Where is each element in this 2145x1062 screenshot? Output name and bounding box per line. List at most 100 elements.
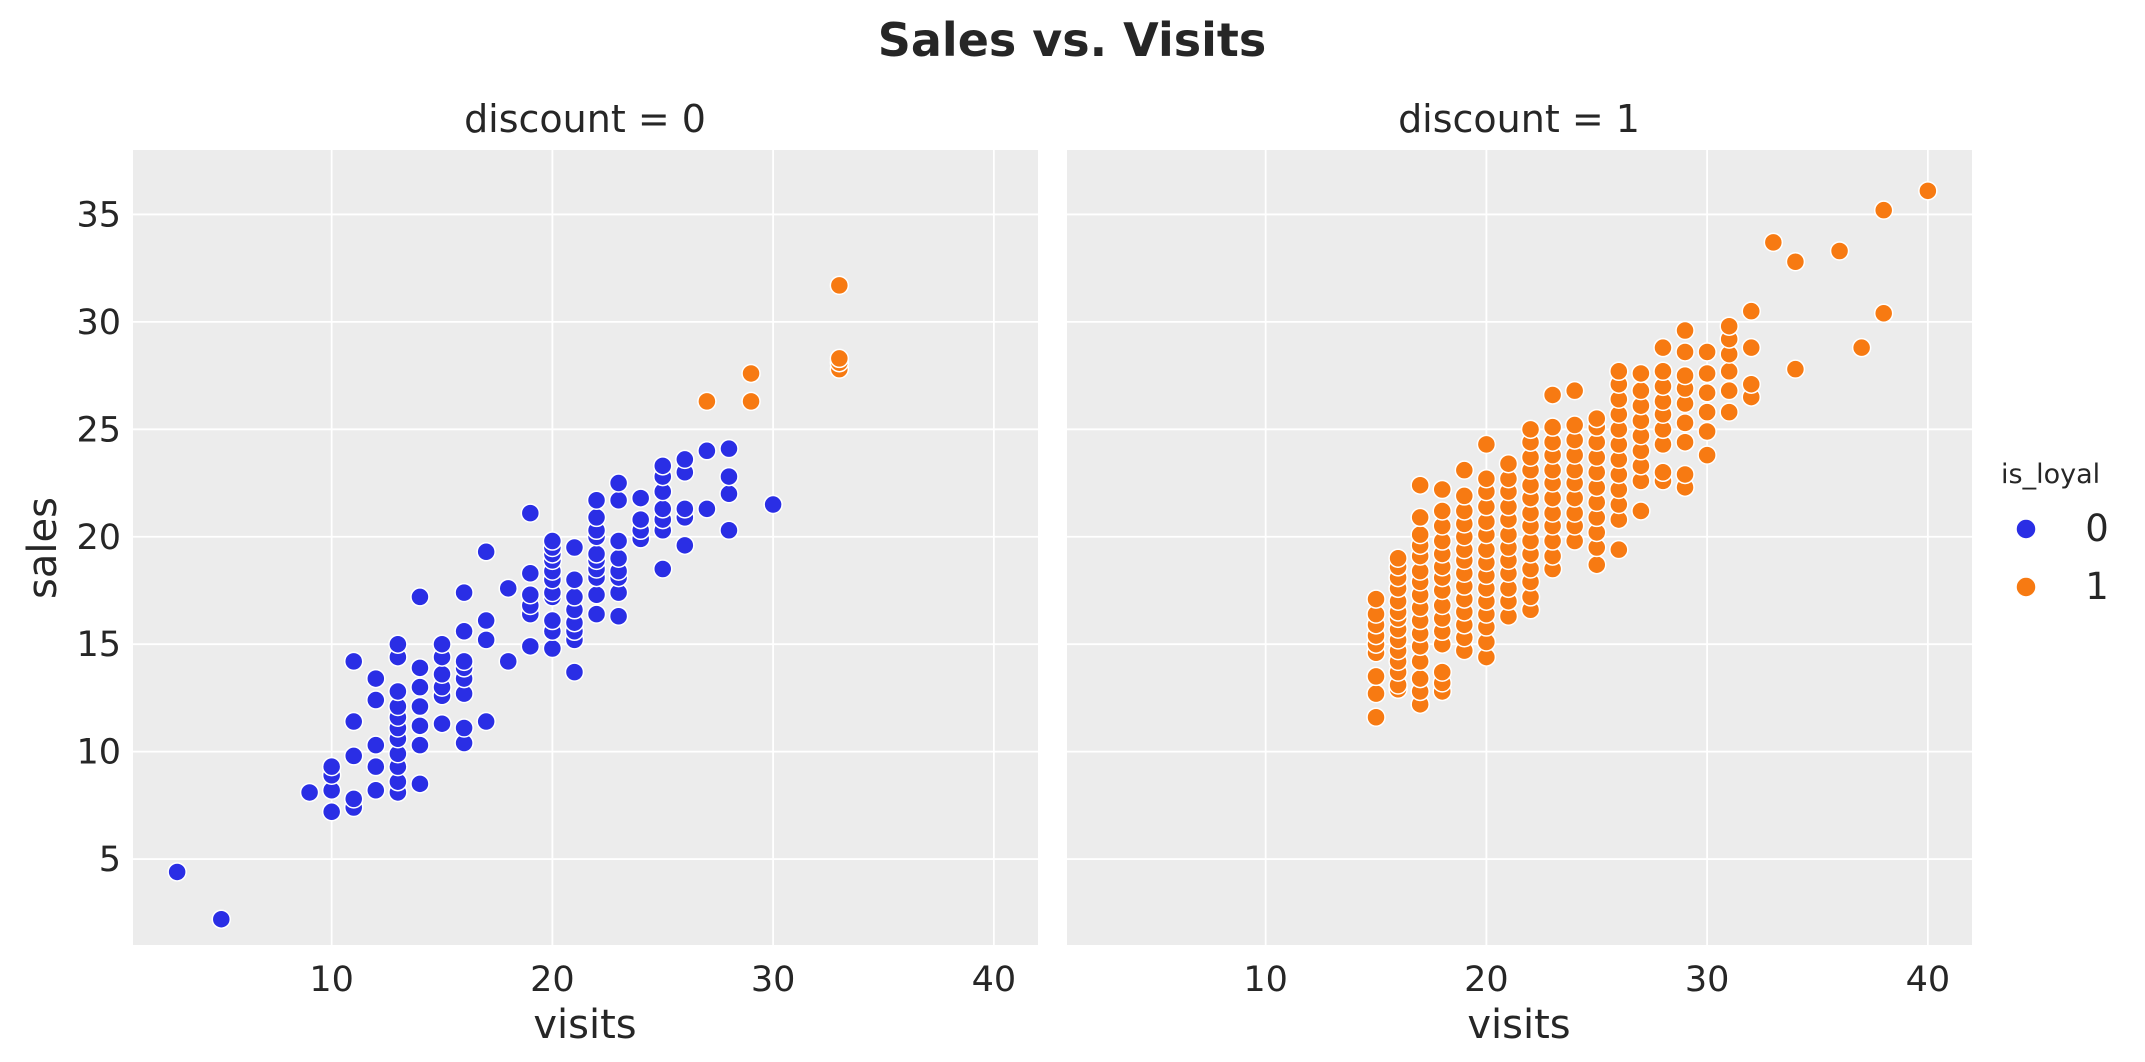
scatter-point [454,718,474,738]
scatter-point [1873,303,1894,324]
scatter-point [454,651,474,672]
scatter-point [410,774,430,794]
scatter-point [1918,181,1938,201]
scatter-point [498,578,518,599]
scatter-point [1741,337,1762,358]
panel-0-plot-area [133,150,1038,945]
scatter-point [1631,501,1651,521]
panel-0-y-ticks: 5 10 15 20 25 30 35 [76,195,121,880]
scatter-point [1587,554,1607,575]
y-tick-label: 35 [76,195,121,235]
scatter-point [1388,548,1408,568]
scatter-point [608,548,629,568]
panel-1-grid [1067,150,1972,945]
scatter-point [1653,361,1673,382]
legend: is_loyal 0 1 [2001,459,2109,608]
y-axis-label: sales [20,497,66,599]
scatter-point [1410,524,1430,545]
scatter-point [366,780,386,801]
scatter-point [1432,501,1452,521]
panel-discount-1: 10 20 30 40 discount = 1 visits [1067,97,1972,1048]
scatter-point [1675,320,1695,341]
legend-marker-1 [2015,576,2037,598]
scatter-point [343,746,364,766]
scatter-point [608,490,629,510]
scatter-point [1454,460,1475,480]
scatter-point [697,499,717,519]
scatter-point [586,604,607,624]
panel-1-x-ticks: 10 20 30 40 [1243,960,1950,1000]
x-tick-label: 30 [751,960,796,1000]
scatter-point [1520,419,1541,440]
scatter-point [476,610,496,631]
x-tick-label: 20 [530,960,575,1000]
scatter-point [1498,453,1519,474]
x-tick-label: 20 [1464,960,1509,1000]
scatter-point [1675,413,1695,433]
scatter-point [1564,380,1585,401]
scatter-point [1476,468,1497,489]
scatter-point [1609,539,1629,560]
legend-marker-0 [2015,518,2037,540]
scatter-point [520,636,541,657]
scatter-point [410,658,430,678]
legend-label-0: 0 [2085,507,2109,550]
scatter-point [299,782,320,803]
scatter-point [432,634,452,654]
scatter-point [564,587,585,607]
scatter-point [410,716,430,736]
scatter-point [1366,683,1386,704]
scatter-point [1542,417,1563,437]
scatter-point [476,711,496,732]
y-tick-label: 10 [76,733,121,773]
scatter-point [564,569,585,590]
y-tick-label: 30 [76,303,121,343]
scatter-point [653,559,673,579]
scatter-point [1675,432,1695,452]
scatter-point [1785,359,1806,379]
x-tick-label: 10 [309,960,354,1000]
scatter-point [586,507,607,528]
scatter-point [520,585,541,605]
scatter-point [608,606,629,627]
scatter-point [1675,464,1695,485]
y-tick-label: 5 [99,840,121,880]
scatter-point [388,634,408,654]
scatter-point [343,651,364,672]
scatter-point [675,449,695,470]
scatter-point [1454,486,1475,506]
scatter-point [520,503,541,523]
scatter-point [343,711,364,732]
scatter-point [410,735,430,755]
scatter-point [1410,475,1430,495]
scatter-point [454,621,474,642]
panel-discount-0: 10 20 30 40 5 10 15 20 25 30 35 discount = 0 visi… [20,97,1038,1048]
panel-1-title: discount = 1 [1398,97,1640,141]
scatter-point [1829,241,1850,261]
scatter-point [697,441,717,461]
scatter-point [1719,316,1739,336]
scatter-point [410,696,430,717]
scatter-point [697,391,717,412]
scatter-point [366,756,386,777]
scatter-point [542,638,563,659]
x-tick-label: 30 [1685,960,1730,1000]
scatter-point [653,456,673,476]
scatter-point [476,630,496,650]
panel-0-points [167,275,850,929]
scatter-point [719,438,739,459]
scatter-point [410,677,430,697]
scatter-point [829,348,850,369]
scatter-point [719,484,739,504]
panel-0-x-axis-label: visits [533,1002,636,1048]
scatter-point [1741,374,1762,394]
scatter-point [1476,434,1497,455]
scatter-point [498,651,518,672]
scatter-point [1366,589,1386,609]
scatter-point [454,582,474,603]
scatter-point [1719,402,1739,422]
scatter-point [564,662,585,682]
scatter-point [542,610,563,631]
scatter-point [586,490,607,510]
